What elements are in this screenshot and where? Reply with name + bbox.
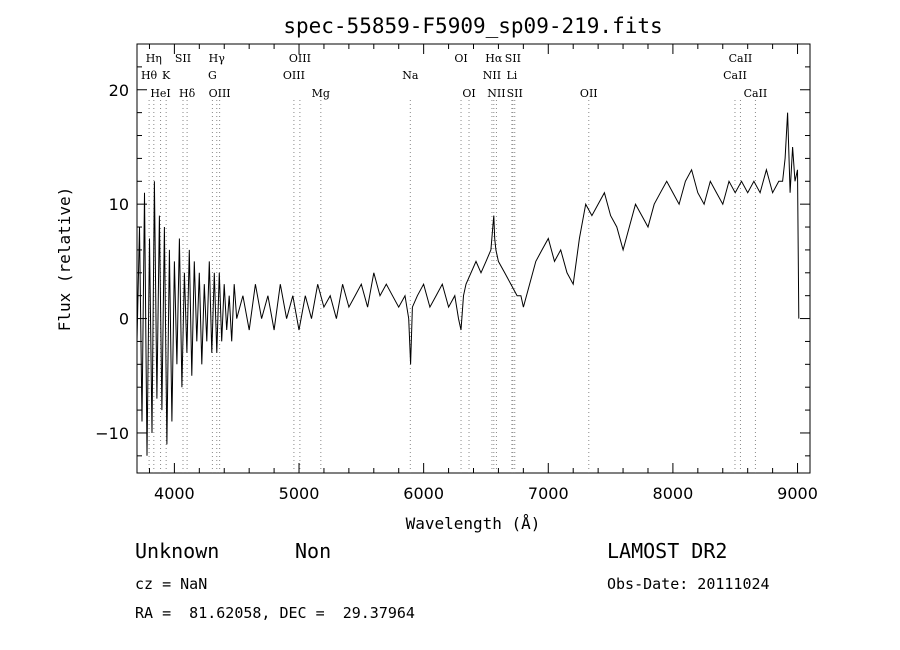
redshift-cz: cz = NaN — [135, 575, 208, 593]
spectral-line-label: SII — [505, 52, 521, 65]
spectral-line-label: Li — [506, 69, 517, 82]
spectral-line-label: G — [208, 69, 217, 82]
spectral-line-label: Mg — [312, 87, 330, 100]
x-tick-label: 6000 — [403, 484, 444, 503]
spectral-line-label: SII — [175, 52, 191, 65]
coordinates: RA = 81.62058, DEC = 29.37964 — [135, 604, 415, 622]
spectral-line-label: K — [162, 69, 171, 82]
spectral-line-label: Hθ — [141, 69, 158, 82]
spectral-line-label: OII — [580, 87, 598, 100]
spectral-line-label: OI — [462, 87, 475, 100]
x-tick-label: 7000 — [528, 484, 569, 503]
spectral-line-label: NII — [483, 69, 501, 82]
spectral-line-label: OIII — [283, 69, 305, 82]
x-tick-label: 9000 — [777, 484, 818, 503]
y-tick-label: 10 — [109, 195, 129, 214]
spectral-line-label: Hδ — [179, 87, 196, 100]
x-tick-label: 4000 — [154, 484, 195, 503]
y-axis-label: Flux (relative) — [55, 187, 74, 332]
x-axis-label: Wavelength (Å) — [406, 514, 541, 533]
spectral-line-label: CaII — [729, 52, 753, 65]
axis-ticks: 4000 5000 6000 7000 8000 9000 −10 0 10 20 — [95, 43, 818, 503]
spectral-line-label: Na — [402, 69, 419, 82]
spectrum-line — [136, 112, 800, 456]
spectral-line-label: Hγ — [209, 52, 226, 65]
plot-frame — [136, 43, 811, 474]
spectral-line-label: CaII — [723, 69, 747, 82]
x-tick-label: 5000 — [279, 484, 320, 503]
spectral-line-label: CaII — [744, 87, 768, 100]
object-class: Unknown — [135, 539, 220, 563]
x-tick-label: 8000 — [653, 484, 694, 503]
spectral-line-label: NII — [487, 87, 505, 100]
spectral-line-label: HeI — [150, 87, 170, 100]
y-tick-label: 20 — [109, 81, 129, 100]
spectral-line-label: OI — [454, 52, 467, 65]
survey-name: LAMOST DR2 — [607, 539, 728, 563]
spectral-line-label: OIII — [289, 52, 311, 65]
spectral-line-label: OIII — [209, 87, 231, 100]
y-tick-label: 0 — [119, 310, 129, 329]
y-tick-label: −10 — [95, 424, 129, 443]
observation-date: Obs-Date: 20111024 — [607, 575, 770, 593]
chart-title: spec-55859-F5909_sp09-219.fits — [283, 14, 662, 38]
spectral-line-label: Hη — [146, 52, 162, 65]
spectral-line-label: SII — [507, 87, 523, 100]
object-subclass: Non — [295, 539, 332, 563]
spectral-line-label: Hα — [485, 52, 503, 65]
